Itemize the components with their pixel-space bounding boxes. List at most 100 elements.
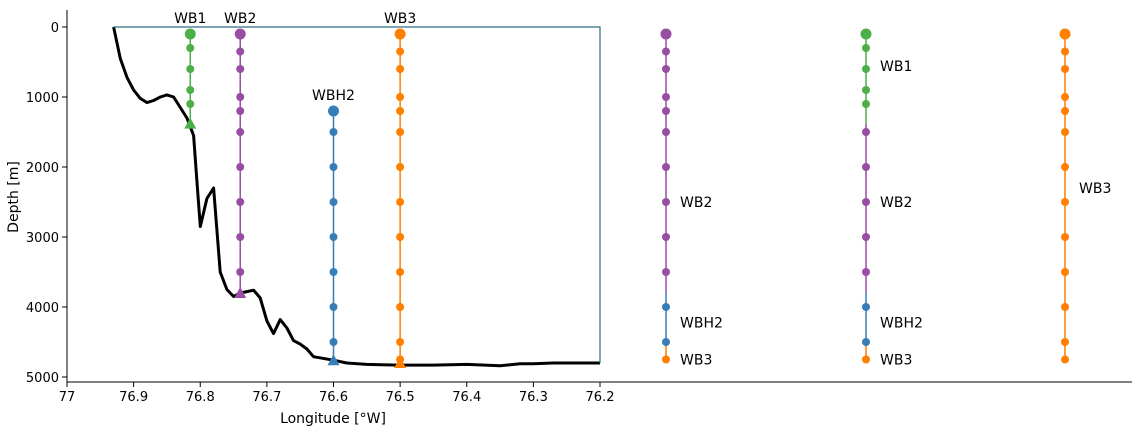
instrument-point xyxy=(862,100,870,108)
x-tick-label: 76.6 xyxy=(319,390,348,405)
instrument-point xyxy=(862,268,870,276)
mooring-float xyxy=(184,28,196,40)
mooring-label: WB3 xyxy=(384,11,416,27)
anchor-triangle xyxy=(327,354,340,366)
instrument-point xyxy=(1061,268,1069,276)
instrument-point xyxy=(186,86,195,94)
instrument-point xyxy=(1061,163,1069,171)
instrument-point xyxy=(662,128,670,136)
instrument-point xyxy=(662,233,670,241)
instrument-point xyxy=(662,355,670,364)
y-tick-label: 0 xyxy=(51,21,59,36)
segment-label: WBH2 xyxy=(680,315,723,331)
x-tick-label: 76.2 xyxy=(586,390,615,405)
mooring-wbh2: WBH2 xyxy=(312,88,355,366)
instrument-point xyxy=(662,303,670,311)
instrument-point xyxy=(862,44,870,52)
mooring-label: WB1 xyxy=(174,11,206,27)
instrument-point xyxy=(662,65,670,73)
x-tick-label: 76.8 xyxy=(186,390,215,405)
x-tick-label: 76.3 xyxy=(519,390,548,405)
instrument-point xyxy=(862,233,870,241)
instrument-point xyxy=(236,163,245,171)
segment-label: WB3 xyxy=(1079,181,1111,197)
instrument-point xyxy=(396,107,405,115)
mooring-float xyxy=(394,28,406,40)
x-axis-label: Longitude [°W] xyxy=(280,411,386,427)
anchor-triangle xyxy=(184,117,197,129)
instrument-point xyxy=(236,198,245,206)
instrument-point xyxy=(862,128,870,136)
instrument-point xyxy=(396,65,405,73)
mooring-label: WBH2 xyxy=(312,88,355,104)
instrument-point xyxy=(329,163,338,171)
moorings-layer: WB1 WB2 WBH2 WB3 xyxy=(174,11,416,368)
instrument-point xyxy=(1061,47,1069,56)
x-tick-label: 76.7 xyxy=(252,390,281,405)
composite-column-3: WB3 xyxy=(1059,28,1111,364)
instrument-point xyxy=(662,93,670,101)
y-tick-label: 2000 xyxy=(26,161,59,176)
y-axis-label: Depth [m] xyxy=(6,161,22,233)
segment-label: WB1 xyxy=(880,59,912,75)
mooring-wb1: WB1 xyxy=(174,11,206,129)
bathymetry-layer xyxy=(112,26,600,368)
box-layer xyxy=(113,26,601,363)
instrument-point xyxy=(1061,338,1069,346)
composite-columns-layer: WB2 WBH2 WB3 WB1 WB2 WBH2 WB3 WB3 xyxy=(660,28,1111,369)
mooring-label: WB2 xyxy=(224,11,256,27)
instrument-point xyxy=(396,233,405,241)
segment-label: WB2 xyxy=(880,195,912,211)
instrument-point xyxy=(396,268,405,276)
instrument-point xyxy=(186,100,195,108)
instrument-point xyxy=(396,47,405,56)
instrument-point xyxy=(396,198,405,206)
instrument-point xyxy=(329,128,338,136)
instrument-point xyxy=(1061,355,1069,364)
segment-label: WBH2 xyxy=(880,315,923,331)
segment-label: WB2 xyxy=(680,195,712,211)
instrument-point xyxy=(662,198,670,206)
instrument-point xyxy=(1061,65,1069,73)
instrument-point xyxy=(396,163,405,171)
x-tick-label: 76.4 xyxy=(452,390,481,405)
ticks-layer: 77 76.9 76.8 76.7 76.6 76.5 76.4 76.3 76.2 0 1000 2… xyxy=(26,21,615,405)
instrument-point xyxy=(396,303,405,311)
instrument-point xyxy=(862,65,870,73)
anchor-triangle xyxy=(234,287,247,298)
instrument-point xyxy=(862,338,870,346)
instrument-point xyxy=(862,198,870,206)
instrument-point xyxy=(236,268,245,276)
instrument-point xyxy=(236,65,245,73)
mooring-float xyxy=(328,105,339,117)
mooring-float xyxy=(234,28,246,40)
instrument-point xyxy=(396,93,405,101)
column-float xyxy=(660,28,672,40)
y-tick-label: 3000 xyxy=(26,231,59,246)
instrument-point xyxy=(862,355,870,364)
instrument-point xyxy=(396,338,405,346)
instrument-point xyxy=(329,338,338,346)
instrument-point xyxy=(236,107,245,115)
x-tick-label: 76.9 xyxy=(119,390,148,405)
mooring-wb2: WB2 xyxy=(224,11,256,298)
instrument-point xyxy=(662,268,670,276)
instrument-point xyxy=(662,47,670,56)
instrument-point xyxy=(862,303,870,311)
instrument-point xyxy=(1061,233,1069,241)
x-tick-label: 76.5 xyxy=(386,390,415,405)
x-tick-label: 77 xyxy=(59,390,76,405)
instrument-point xyxy=(862,86,870,94)
instrument-point xyxy=(1061,93,1069,101)
instrument-point xyxy=(1061,128,1069,136)
mooring-wb3: WB3 xyxy=(384,11,416,368)
instrument-point xyxy=(329,198,338,206)
column-float xyxy=(1059,28,1071,40)
instrument-point xyxy=(186,44,195,52)
y-tick-label: 4000 xyxy=(26,301,59,316)
instrument-point xyxy=(236,93,245,101)
instrument-point xyxy=(862,163,870,171)
y-tick-label: 1000 xyxy=(26,91,59,106)
composite-column-2: WB1 WB2 WBH2 WB3 xyxy=(860,28,923,369)
